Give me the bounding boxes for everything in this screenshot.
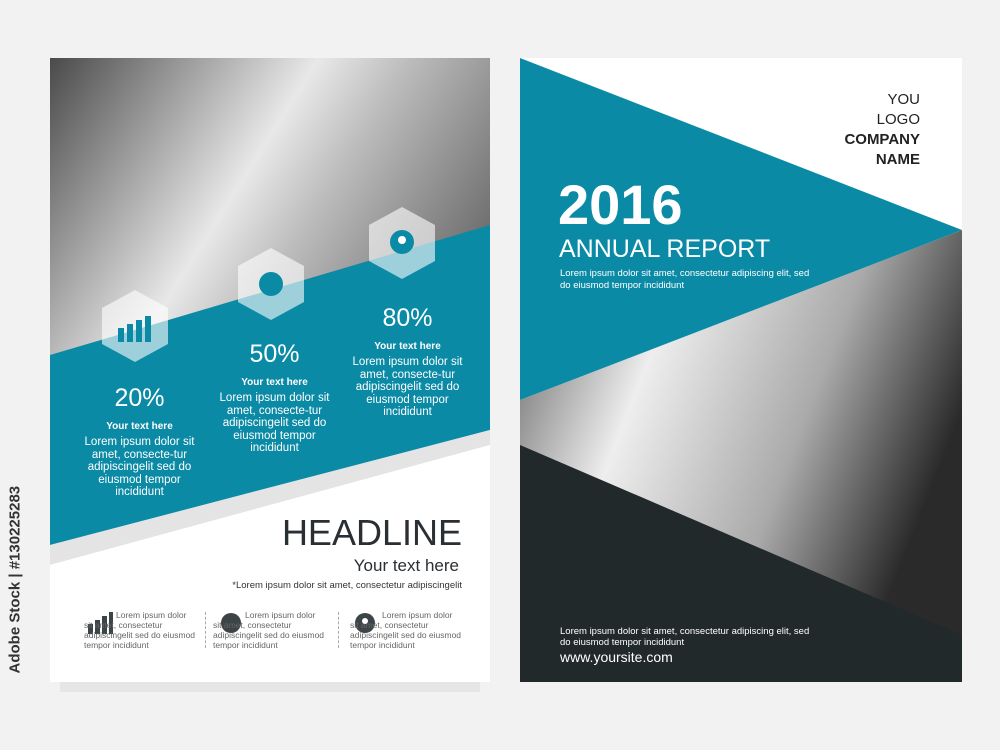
stat-body: Lorem ipsum dolor sit amet, consecte-tur…: [84, 436, 195, 498]
intro-text: Lorem ipsum dolor sit amet, consectetur …: [560, 268, 810, 291]
stat-label: Your text here: [241, 377, 308, 388]
footer-text: Lorem ipsum dolor sit amet, consectetur …: [560, 626, 810, 648]
stat-label: Your text here: [106, 421, 173, 432]
note: *Lorem ipsum dolor sit amet, consectetur…: [232, 580, 462, 591]
divider: [338, 612, 339, 648]
stat-1: 20% Your text here Lorem ipsum dolor sit…: [82, 384, 197, 499]
logo-line: LOGO: [876, 111, 920, 128]
stat-percent: 20%: [114, 384, 165, 412]
divider: [205, 612, 206, 648]
company-line: NAME: [875, 151, 920, 168]
stat-percent: 50%: [249, 340, 300, 368]
teal-triangle: [520, 58, 962, 400]
hexagon-bar-chart: [102, 290, 168, 362]
stat-label: Your text here: [374, 341, 441, 352]
teal-band: [50, 225, 490, 545]
headline: HEADLINE: [281, 512, 462, 553]
year: 2016: [558, 173, 683, 236]
stat-body: Lorem ipsum dolor sit amet, consecte-tur…: [219, 392, 330, 454]
watermark-id: Adobe Stock | #130225283: [6, 485, 24, 674]
logo-line: YOU: [887, 91, 920, 108]
stat-3: 80% Your text here Lorem ipsum dolor sit…: [345, 304, 470, 419]
subhead: Your text here: [353, 556, 459, 575]
report-title: ANNUAL REPORT: [559, 235, 771, 263]
stat-2: 50% Your text here Lorem ipsum dolor sit…: [212, 340, 337, 455]
feature-3: Lorem ipsum dolor sit amet, consectetur …: [350, 610, 462, 650]
stat-body: Lorem ipsum dolor sit amet, consecte-tur…: [352, 356, 463, 418]
feature-2: Lorem ipsum dolor sit amet, consectetur …: [213, 610, 325, 650]
company-line: COMPANY: [844, 131, 920, 148]
logo-placeholder: YOU LOGO COMPANY NAME: [844, 90, 920, 170]
stat-percent: 80%: [382, 304, 433, 332]
dark-triangle: [520, 445, 962, 682]
feature-1: Lorem ipsum dolor sit amet, consectetur …: [84, 610, 196, 650]
website-link[interactable]: www.yoursite.com: [560, 649, 673, 665]
